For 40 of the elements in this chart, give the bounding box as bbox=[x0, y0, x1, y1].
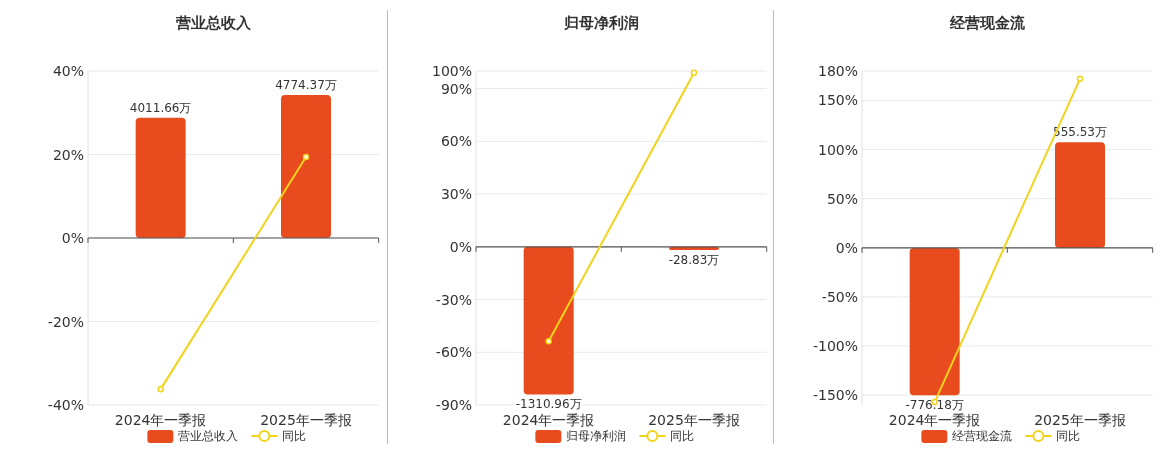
chart-title: 营业总收入 bbox=[174, 14, 252, 32]
y-tick-label: 90% bbox=[440, 80, 472, 97]
y-tick-label: -20% bbox=[47, 313, 84, 330]
legend-label: 同比 bbox=[669, 429, 694, 443]
y-tick-label: 100% bbox=[818, 141, 859, 158]
y-tick-label: -30% bbox=[435, 291, 472, 308]
y-tick-label: 30% bbox=[440, 186, 472, 203]
legend-label: 同比 bbox=[1056, 429, 1081, 443]
y-tick-label: -90% bbox=[435, 397, 472, 413]
y-tick-label: 40% bbox=[52, 63, 84, 79]
data-label: -28.83万 bbox=[668, 253, 719, 268]
y-tick-label: 150% bbox=[818, 92, 859, 109]
chart-title: 经营现金流 bbox=[949, 14, 1027, 32]
legend-label: 营业总收入 bbox=[178, 429, 239, 443]
legend-label: 归母净利润 bbox=[565, 429, 626, 443]
y-tick-label: 180% bbox=[818, 63, 859, 79]
legend-label: 同比 bbox=[282, 429, 307, 443]
legend-label: 经营现金流 bbox=[952, 429, 1013, 443]
x-tick-label: 2024年一季报 bbox=[502, 412, 595, 428]
y-tick-label: 0% bbox=[836, 239, 859, 256]
y-tick-label: 50% bbox=[827, 190, 859, 207]
y-tick-label: -60% bbox=[435, 344, 472, 361]
y-tick-label: -40% bbox=[47, 397, 84, 413]
data-label: -1310.96万 bbox=[515, 397, 582, 412]
y-tick-label: -50% bbox=[822, 288, 859, 305]
data-label: 4011.66万 bbox=[129, 100, 192, 115]
chart-title: 归母净利润 bbox=[562, 14, 639, 32]
y-tick-label: -100% bbox=[813, 338, 859, 355]
y-tick-label: 100% bbox=[431, 63, 472, 79]
x-tick-label: 2025年一季报 bbox=[647, 412, 740, 428]
y-tick-label: -150% bbox=[813, 387, 859, 404]
x-tick-label: 2024年一季报 bbox=[114, 412, 207, 428]
data-label: 4774.37万 bbox=[275, 78, 337, 93]
y-tick-label: 60% bbox=[440, 133, 472, 150]
x-tick-label: 2024年一季报 bbox=[889, 412, 981, 428]
y-tick-label: 0% bbox=[449, 238, 472, 255]
y-tick-label: 0% bbox=[61, 230, 84, 246]
y-tick-label: 20% bbox=[52, 146, 84, 163]
x-tick-label: 2025年一季报 bbox=[260, 412, 352, 428]
x-tick-label: 2025年一季报 bbox=[1034, 412, 1127, 428]
